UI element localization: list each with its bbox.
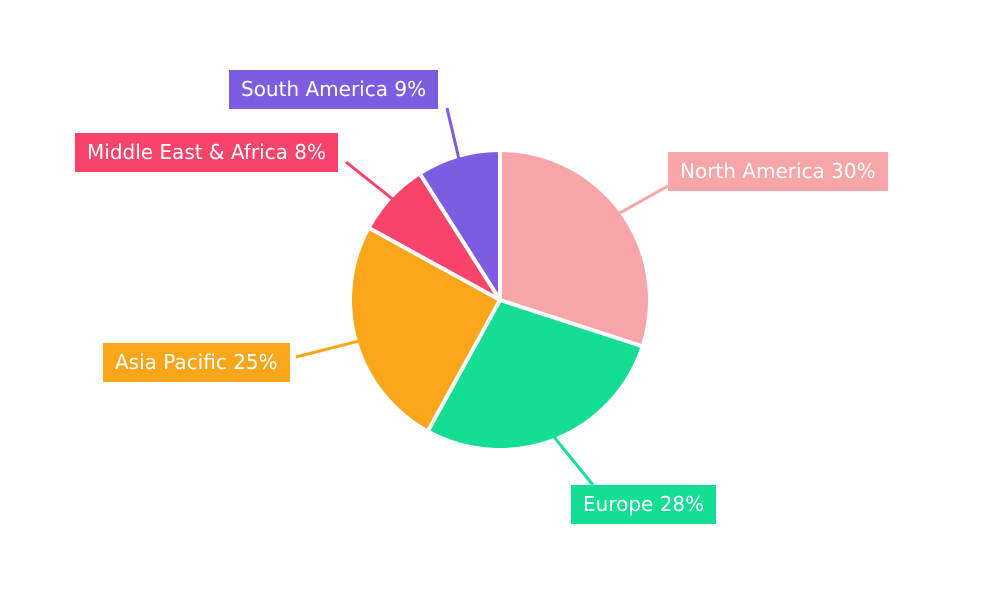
leader-line-middle-east-africa (345, 160, 394, 200)
slice-gap-line (419, 173, 502, 302)
label-south-america: South America 9% (229, 70, 439, 109)
pie-slice-asia-pacific[interactable] (352, 228, 500, 430)
slice-gap-line (499, 298, 642, 348)
pie-slice-north-america[interactable] (500, 152, 649, 346)
slice-gap-line (369, 226, 501, 302)
pie-slice-middle-east-africa[interactable] (370, 175, 500, 300)
label-europe: Europe 28% (571, 485, 717, 524)
pie-slice-south-america[interactable] (420, 152, 500, 300)
label-asia-pacific: Asia Pacific 25% (103, 343, 290, 382)
label-north-america: North America 30% (668, 152, 888, 191)
slice-gap-line (426, 299, 502, 431)
leader-line-europe (553, 436, 595, 486)
leader-line-north-america (618, 184, 669, 215)
leader-line-south-america (445, 107, 461, 159)
leader-line-asia-pacific (295, 339, 359, 359)
label-middle-east-africa: Middle East & Africa 8% (75, 133, 339, 172)
